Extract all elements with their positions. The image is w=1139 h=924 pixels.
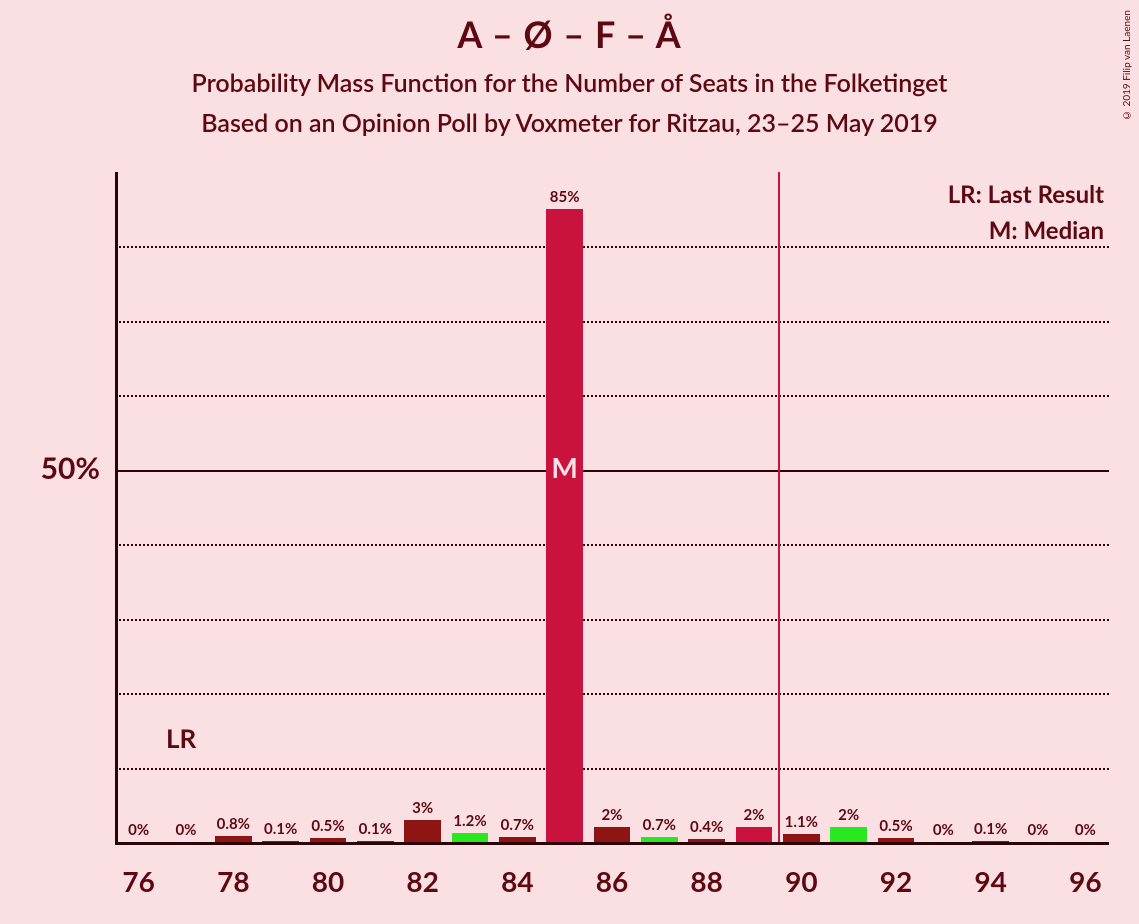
- bar-value-label: 0%: [933, 821, 954, 839]
- x-tick-label: 84: [501, 864, 533, 898]
- copyright-text: © 2019 Filip van Laenen: [1121, 10, 1133, 121]
- chart-subtitle-2: Based on an Opinion Poll by Voxmeter for…: [0, 108, 1139, 138]
- lr-label: LR: [166, 722, 196, 754]
- gridline: [115, 768, 1109, 770]
- y-axis-label-50: 50%: [20, 450, 100, 486]
- legend-lr: LR: Last Result: [948, 180, 1104, 209]
- gridline: [115, 619, 1109, 621]
- bar-value-label: 0%: [1075, 821, 1096, 839]
- bar-value-label: 2%: [743, 806, 764, 824]
- gridline: [115, 693, 1109, 695]
- x-tick-label: 90: [785, 864, 817, 898]
- bar-value-label: 0.4%: [690, 818, 723, 836]
- x-tick-label: 76: [122, 864, 154, 898]
- bar: 3%: [404, 820, 441, 842]
- bar: 2%: [830, 827, 867, 842]
- bar-value-label: 0%: [175, 821, 196, 839]
- x-tick-label: 86: [596, 864, 628, 898]
- x-tick-label: 94: [974, 864, 1006, 898]
- bar-value-label: 0%: [1027, 821, 1048, 839]
- bar-value-label: 2%: [601, 806, 622, 824]
- x-tick-label: 96: [1069, 864, 1101, 898]
- title-block: A – Ø – F – Å Probability Mass Function …: [0, 0, 1139, 138]
- median-marker: M: [551, 450, 577, 484]
- bar-value-label: 85%: [550, 188, 580, 206]
- bar-value-label: 2%: [838, 806, 859, 824]
- bar-value-label: 3%: [412, 799, 433, 817]
- bar-value-label: 0.5%: [879, 817, 912, 835]
- bar-value-label: 0.1%: [264, 820, 297, 838]
- bar: 85%M: [546, 209, 583, 842]
- x-tick-label: 80: [312, 864, 344, 898]
- gridline: [115, 246, 1109, 248]
- y-axis: [115, 172, 118, 842]
- bar-value-label: 0.7%: [643, 816, 676, 834]
- gridline: [115, 544, 1109, 546]
- bar-value-label: 0%: [128, 821, 149, 839]
- bar: 2%: [736, 827, 773, 842]
- bar-value-label: 0.1%: [974, 820, 1007, 838]
- bar: 1.2%: [452, 833, 489, 842]
- x-tick-label: 78: [217, 864, 249, 898]
- x-axis: [115, 842, 1109, 845]
- bar-value-label: 0.8%: [217, 815, 250, 833]
- gridline: [115, 321, 1109, 323]
- gridline: [115, 395, 1109, 397]
- legend-m: M: Median: [989, 216, 1104, 245]
- x-tick-label: 88: [690, 864, 722, 898]
- x-tick-label: 92: [880, 864, 912, 898]
- x-axis-labels: 76 78 80 82 84 86 88 90 92 94 96: [115, 852, 1105, 912]
- bar-value-label: 1.2%: [453, 812, 486, 830]
- bar-value-label: 0.1%: [359, 820, 392, 838]
- bar-value-label: 1.1%: [785, 813, 818, 831]
- bar: 1.1%: [783, 834, 820, 842]
- chart-title: A – Ø – F – Å: [0, 12, 1139, 56]
- chart-subtitle-1: Probability Mass Function for the Number…: [0, 68, 1139, 98]
- bar-value-label: 0.5%: [311, 817, 344, 835]
- x-tick-label: 82: [406, 864, 438, 898]
- gridline: [115, 470, 1109, 472]
- bar-value-label: 0.7%: [501, 816, 534, 834]
- majority-vertical-line: [778, 172, 780, 842]
- bar: 2%: [594, 827, 631, 842]
